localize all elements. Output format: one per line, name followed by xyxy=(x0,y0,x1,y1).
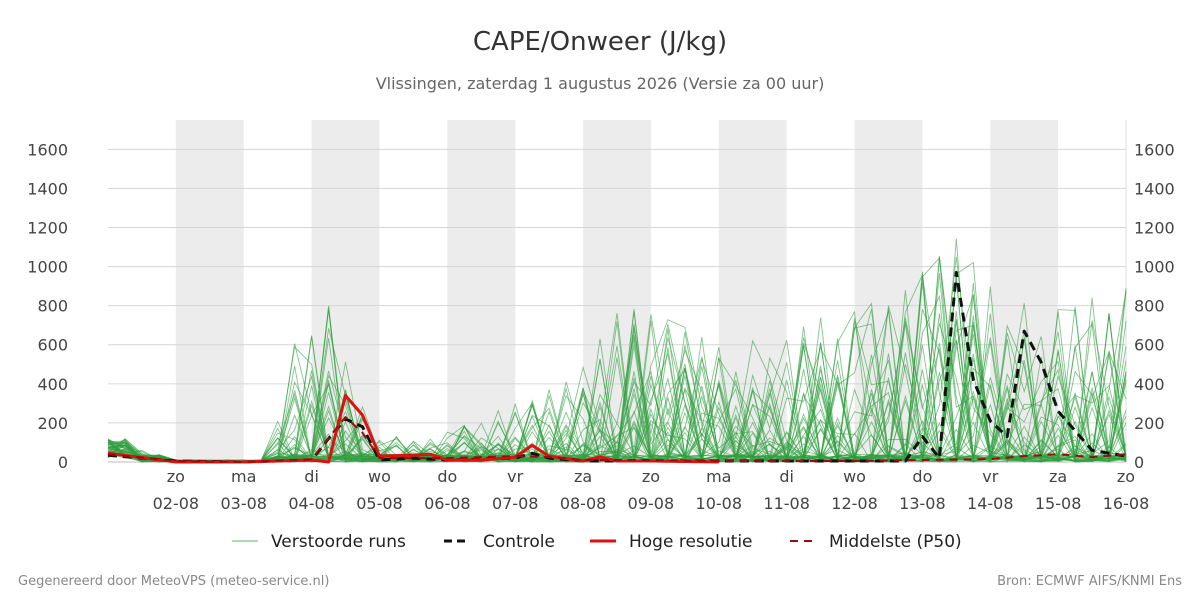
x-tick-day: wo xyxy=(843,467,866,486)
y-tick-label-right: 1000 xyxy=(1134,258,1175,277)
x-tick-date: 04-08 xyxy=(288,494,335,513)
x-tick-day: za xyxy=(574,467,592,486)
main-series xyxy=(107,270,1127,464)
x-tick-date: 10-08 xyxy=(696,494,743,513)
x-tick-day: zo xyxy=(642,467,660,486)
legend-label-control: Controle xyxy=(483,532,555,552)
median-line xyxy=(107,416,1127,463)
x-tick-date: 07-08 xyxy=(492,494,539,513)
x-tick-date: 09-08 xyxy=(628,494,675,513)
y-tick-label-right: 0 xyxy=(1134,453,1144,472)
weekend-band xyxy=(854,120,923,462)
x-tick-date: 16-08 xyxy=(1103,494,1150,513)
y-axis-left: 0 200 400 600 800 1000 1200 1400 1600 xyxy=(27,140,68,472)
y-tick-label-left: 1000 xyxy=(27,258,68,277)
y-tick-label-left: 0 xyxy=(58,453,68,472)
x-tick-date: 05-08 xyxy=(356,494,403,513)
y-tick-label-right: 200 xyxy=(1134,414,1165,433)
x-tick-day: za xyxy=(1049,467,1067,486)
x-tick-day: vr xyxy=(982,467,998,486)
y-tick-label-right: 1200 xyxy=(1134,218,1175,237)
y-tick-label-left: 1200 xyxy=(27,218,68,237)
y-tick-label-right: 600 xyxy=(1134,336,1165,355)
x-tick-day: ma xyxy=(706,467,731,486)
x-tick-day: ma xyxy=(231,467,256,486)
y-tick-label-left: 1400 xyxy=(27,179,68,198)
weekend-band xyxy=(175,120,244,462)
y-axis-right: 0 200 400 600 800 1000 1200 1400 1600 xyxy=(1134,140,1175,472)
x-tick-date: 03-08 xyxy=(220,494,267,513)
legend-item-control[interactable]: Controle xyxy=(444,532,555,552)
x-tick-day: di xyxy=(304,467,319,486)
chart-subtitle: Vlissingen, zaterdag 1 augustus 2026 (Ve… xyxy=(376,74,825,93)
x-tick-date: 08-08 xyxy=(560,494,607,513)
legend-label-hires: Hoge resolutie xyxy=(629,532,753,552)
y-tick-label-left: 400 xyxy=(37,375,68,394)
x-tick-date: 12-08 xyxy=(831,494,878,513)
y-tick-label-right: 1400 xyxy=(1134,179,1175,198)
x-tick-date: 11-08 xyxy=(763,494,810,513)
x-tick-day: wo xyxy=(368,467,391,486)
legend-label-perturbed: Verstoorde runs xyxy=(271,532,406,552)
x-tick-day: zo xyxy=(167,467,185,486)
x-tick-date: 14-08 xyxy=(967,494,1014,513)
x-tick-date: 15-08 xyxy=(1035,494,1082,513)
x-tick-day: vr xyxy=(507,467,523,486)
legend-item-median[interactable]: Middelste (P50) xyxy=(790,532,962,552)
x-tick-date: 02-08 xyxy=(153,494,200,513)
y-tick-label-right: 1600 xyxy=(1134,140,1175,159)
y-tick-label-right: 400 xyxy=(1134,375,1165,394)
y-tick-label-left: 800 xyxy=(37,297,68,316)
y-tick-label-left: 200 xyxy=(37,414,68,433)
perturbed-run-line xyxy=(107,320,1127,463)
x-tick-day: do xyxy=(437,467,457,486)
x-tick-day: zo xyxy=(1117,467,1135,486)
y-tick-label-right: 800 xyxy=(1134,297,1165,316)
legend-item-hires[interactable]: Hoge resolutie xyxy=(590,532,753,552)
chart-title: CAPE/Onweer (J/kg) xyxy=(473,27,727,57)
x-tick-day: do xyxy=(912,467,932,486)
legend: Verstoorde runs Controle Hoge resolutie … xyxy=(232,532,962,552)
y-tick-label-left: 1600 xyxy=(27,140,68,159)
x-tick-date: 06-08 xyxy=(424,494,471,513)
perturbed-run-line xyxy=(107,273,1127,463)
perturbed-run-line xyxy=(107,324,1127,463)
x-axis: zo 02-08 ma 03-08 di 04-08 wo 05-08 do 06-08 vr 07-… xyxy=(153,467,1150,513)
weekend-band xyxy=(447,120,516,462)
x-tick-day: di xyxy=(779,467,794,486)
legend-item-perturbed[interactable]: Verstoorde runs xyxy=(232,532,406,552)
legend-label-median: Middelste (P50) xyxy=(829,532,962,552)
y-tick-label-left: 600 xyxy=(37,336,68,355)
x-tick-date: 13-08 xyxy=(899,494,946,513)
footer-source: Bron: ECMWF AIFS/KNMI Ens xyxy=(997,574,1182,589)
footer-credit: Gegenereerd door MeteoVPS (meteo-service… xyxy=(18,574,329,589)
